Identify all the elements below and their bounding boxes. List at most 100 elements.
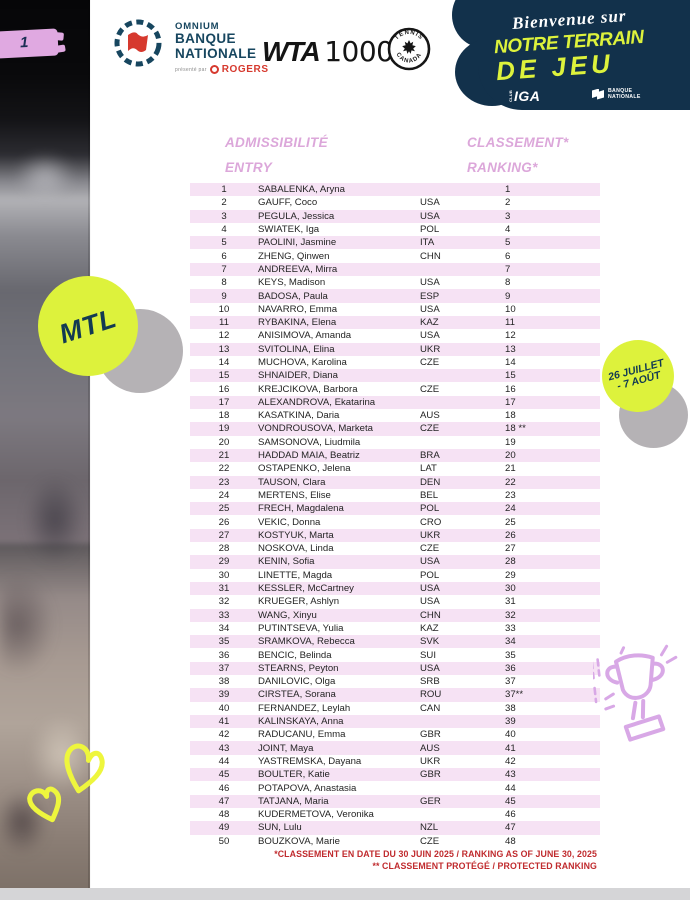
cell-entry: 43: [218, 742, 230, 754]
cell-ranking: 46: [505, 809, 516, 821]
table-row: 3 PEGULA, Jessica USA 3: [190, 209, 600, 223]
cell-name: PEGULA, Jessica: [258, 210, 335, 222]
cell-entry: 8: [221, 277, 227, 289]
cell-entry: 34: [218, 622, 230, 634]
cell-entry: 33: [218, 609, 230, 621]
cell-name: FERNANDEZ, Leylah: [258, 702, 351, 714]
table-row: 25 FRECH, Magdalena POL 24: [190, 502, 600, 516]
cell-name: KESSLER, McCartney: [258, 583, 354, 595]
cell-name: RADUCANU, Emma: [258, 729, 346, 741]
cell-name: KEYS, Madison: [258, 277, 326, 289]
iga-club-label: CLUB: [508, 90, 513, 102]
cell-entry: 38: [218, 676, 230, 688]
cell-ranking: 44: [505, 782, 516, 794]
cell-ranking: 5: [505, 237, 511, 249]
banner-background: [478, 0, 690, 110]
cell-country: CZE: [420, 835, 440, 847]
photo-blur-blobs: [0, 0, 90, 888]
cell-ranking: 20: [505, 450, 516, 462]
page-edge-shadow: [88, 0, 91, 888]
table-row: 11 RYBAKINA, Elena KAZ 11: [190, 315, 600, 330]
cell-name: KENIN, Sofia: [258, 556, 315, 568]
cell-name: PAOLINI, Jasmine: [258, 237, 337, 249]
hearts-doodle-icon: [16, 738, 120, 843]
cell-country: USA: [420, 197, 440, 209]
cell-country: CZE: [420, 423, 440, 435]
cell-country: UKR: [420, 343, 441, 355]
cell-entry: 36: [218, 649, 230, 661]
cell-entry: 46: [218, 782, 230, 794]
table-row: 41 KALINSKAYA, Anna 39: [190, 714, 600, 729]
table-row: 40 FERNANDEZ, Leylah CAN 38: [190, 702, 600, 715]
cell-country: UKR: [420, 529, 441, 541]
presented-by-label: présenté par: [175, 66, 207, 73]
cell-ranking: 28: [505, 556, 516, 568]
cell-entry: 19: [218, 423, 230, 435]
table-row: 7 ANDREEVA, Mirra 7: [190, 262, 600, 277]
cell-country: USA: [420, 556, 440, 568]
cell-name: ZHENG, Qinwen: [258, 250, 330, 262]
table-row: 30 LINETTE, Magda POL 29: [190, 569, 600, 582]
cell-name: TAUSON, Clara: [258, 476, 326, 488]
table-row: 34 PUTINTSEVA, Yulia KAZ 33: [190, 622, 600, 635]
cell-country: USA: [420, 277, 440, 289]
table-row: 31 KESSLER, McCartney USA 30: [190, 581, 600, 596]
cell-name: WANG, Xinyu: [258, 609, 317, 621]
cell-entry: 49: [218, 822, 230, 834]
cell-country: SRB: [420, 676, 440, 688]
onb-name-omnium: OMNIUM: [175, 21, 220, 32]
cell-name: NOSKOVA, Linda: [258, 543, 334, 555]
cell-ranking: 38: [505, 702, 516, 714]
cell-ranking: 27: [505, 543, 516, 555]
cell-entry: 7: [221, 263, 227, 275]
page-number-badge: 1: [0, 28, 59, 59]
cell-name: YASTREMSKA, Dayana: [258, 755, 362, 767]
cell-entry: 27: [218, 529, 230, 541]
cell-country: CRO: [420, 516, 442, 528]
cell-entry: 48: [218, 809, 230, 821]
cell-entry: 37: [218, 662, 230, 674]
bn-line1: BANQUE: [608, 88, 633, 94]
cell-name: SAMSONOVA, Liudmila: [258, 436, 361, 448]
cell-ranking: 48: [505, 835, 516, 847]
cell-name: SHNAIDER, Diana: [258, 370, 338, 382]
cell-country: POL: [420, 224, 440, 236]
cell-ranking: 11: [505, 317, 515, 329]
table-row: 46 POTAPOVA, Anastasia 44: [190, 781, 600, 794]
cell-ranking: 36: [505, 662, 516, 674]
cell-ranking: 31: [505, 596, 516, 608]
cell-name: ANISIMOVA, Amanda: [258, 330, 352, 342]
column-header-ranking: CLASSEMENT* RANKING*: [467, 130, 569, 180]
cell-ranking: 12: [505, 330, 516, 342]
cell-name: SVITOLINA, Elina: [258, 343, 335, 355]
cell-country: NZL: [420, 822, 439, 834]
table-row: 12 ANISIMOVA, Amanda USA 12: [190, 329, 600, 342]
rogers-circle-icon: [209, 65, 219, 74]
banque-nationale-logo: BANQUE NATIONALE: [592, 88, 641, 100]
cell-ranking: 40: [505, 729, 516, 741]
col-entry-en: ENTRY: [225, 160, 273, 175]
cell-name: POTAPOVA, Anastasia: [258, 782, 357, 794]
cell-ranking: 35: [505, 649, 516, 661]
cell-name: KUDERMETOVA, Veronika: [258, 809, 374, 821]
cell-entry: 20: [218, 436, 230, 448]
footnote-protected-ranking: ** CLASSEMENT PROTÉGÉ / PROTECTED RANKIN…: [372, 860, 597, 871]
cell-name: DANILOVIC, Olga: [258, 676, 336, 688]
dates-badge: 26 JUILLET - 7 AOÛT: [602, 340, 674, 412]
cell-entry: 30: [218, 569, 230, 581]
cell-ranking: 18 **: [505, 423, 526, 435]
cell-name: TATJANA, Maria: [258, 795, 329, 807]
table-row: 49 SUN, Lulu NZL 47: [190, 821, 600, 835]
cell-entry: 39: [218, 689, 230, 701]
cell-ranking: 4: [505, 224, 511, 236]
table-row: 47 TATJANA, Maria GER 45: [190, 794, 600, 808]
cell-country: USA: [420, 330, 440, 342]
table-row: 39 CIRSTEA, Sorana ROU 37**: [190, 688, 600, 702]
col-entry-fr: ADMISSIBILITÉ: [225, 135, 328, 150]
cell-country: ITA: [420, 237, 435, 249]
cell-ranking: 30: [505, 583, 516, 595]
table-row: 33 WANG, Xinyu CHN 32: [190, 608, 600, 622]
cell-name: MUCHOVA, Karolina: [258, 357, 347, 368]
cell-entry: 41: [218, 716, 230, 728]
